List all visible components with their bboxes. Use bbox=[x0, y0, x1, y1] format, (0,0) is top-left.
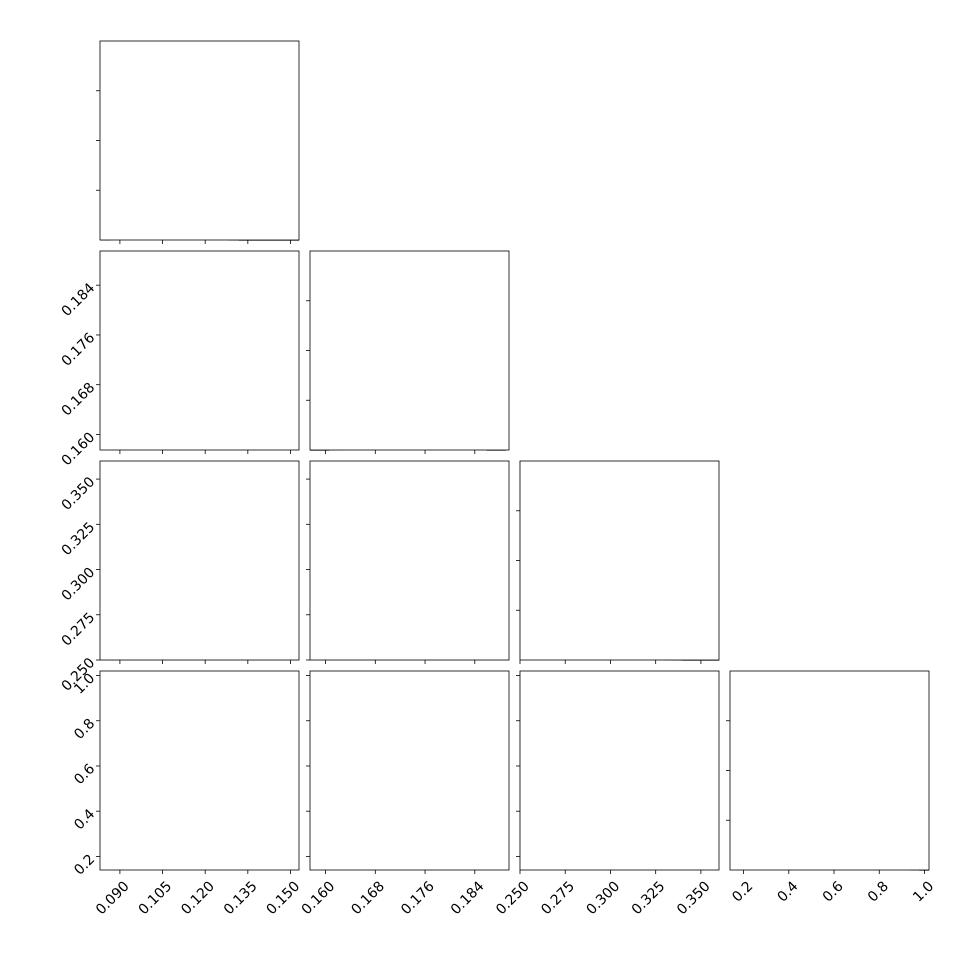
xtick-label-p1: 0.090 bbox=[93, 878, 133, 918]
xtick-label-p3: 0.350 bbox=[674, 878, 714, 918]
ytick-label-p4: 0.8 bbox=[71, 716, 98, 743]
xtick-label-p2: 0.184 bbox=[448, 878, 488, 918]
xtick-label-p2: 0.176 bbox=[398, 878, 438, 918]
scatter-frame-p3-p4 bbox=[519, 670, 720, 871]
ytick-label-p2: 0.184 bbox=[59, 280, 99, 320]
ytick-label-p2: 0.176 bbox=[59, 330, 99, 370]
hist-frame-p1 bbox=[99, 40, 300, 241]
xtick-label-p1: 0.120 bbox=[178, 878, 218, 918]
xtick-label-p4: 0.6 bbox=[820, 878, 847, 905]
ytick-label-p3: 0.300 bbox=[59, 565, 99, 605]
scatter-frame-p1-p4 bbox=[99, 670, 300, 871]
ytick-label-p4: 0.2 bbox=[71, 851, 98, 878]
xtick-label-p4: 0.4 bbox=[774, 878, 801, 905]
xtick-label-p1: 0.105 bbox=[136, 878, 176, 918]
xtick-label-p2: 0.160 bbox=[299, 878, 339, 918]
hist-frame-p4 bbox=[729, 670, 930, 871]
xtick-label-p3: 0.325 bbox=[629, 878, 669, 918]
xtick-label-p3: 0.250 bbox=[493, 878, 533, 918]
ytick-label-p2: 0.160 bbox=[59, 429, 99, 469]
ytick-label-p4: 0.6 bbox=[71, 761, 98, 788]
xtick-label-p3: 0.300 bbox=[584, 878, 624, 918]
xtick-label-p2: 0.168 bbox=[348, 878, 388, 918]
xtick-label-p1: 0.135 bbox=[221, 878, 261, 918]
scatter-frame-p2-p4 bbox=[309, 670, 510, 871]
xtick-label-p3: 0.275 bbox=[538, 878, 578, 918]
xtick-label-p4: 0.2 bbox=[729, 878, 756, 905]
hist-frame-p3 bbox=[519, 460, 720, 661]
hist-frame-p2 bbox=[309, 250, 510, 451]
ytick-label-p2: 0.168 bbox=[59, 380, 99, 420]
scatter-frame-p2-p3 bbox=[309, 460, 510, 661]
xtick-label-p4: 1.0 bbox=[910, 878, 937, 905]
scatter-frame-p1-p2 bbox=[99, 250, 300, 451]
ytick-label-p3: 0.350 bbox=[59, 474, 99, 514]
ytick-label-p3: 0.325 bbox=[59, 519, 99, 559]
ytick-label-p3: 0.275 bbox=[59, 610, 99, 650]
scatter-frame-p1-p3 bbox=[99, 460, 300, 661]
xtick-label-p1: 0.150 bbox=[264, 878, 304, 918]
ytick-label-p4: 0.4 bbox=[71, 806, 98, 833]
xtick-label-p4: 0.8 bbox=[865, 878, 892, 905]
